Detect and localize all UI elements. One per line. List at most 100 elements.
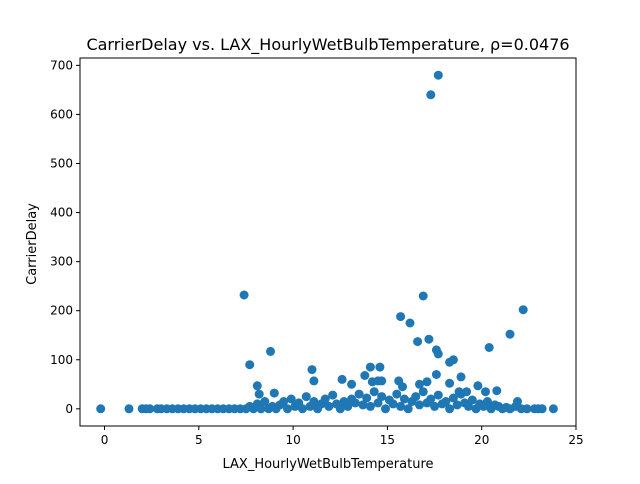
data-point [433, 349, 443, 359]
data-point [454, 387, 464, 397]
data-point [522, 404, 532, 414]
data-point [413, 337, 423, 347]
data-point [518, 305, 528, 315]
data-point [309, 397, 319, 406]
data-point [254, 389, 264, 399]
data-point [335, 404, 345, 414]
data-point [245, 360, 255, 370]
data-point [256, 404, 266, 414]
data-point [433, 70, 443, 80]
y-axis-ticks: 0 100 200 300 400 500 600 700 [50, 58, 80, 416]
data-point [362, 393, 372, 403]
data-point [392, 389, 402, 399]
data-point [424, 334, 434, 344]
y-tick-label: 100 [50, 353, 73, 367]
chart-title: CarrierDelay vs. LAX_HourlyWetBulbTemper… [86, 35, 569, 55]
data-point [473, 381, 483, 391]
data-point [347, 379, 357, 389]
data-point [286, 394, 296, 404]
data-point [309, 376, 319, 386]
data-point [505, 329, 515, 339]
data-point [484, 343, 494, 352]
y-axis-label: CarrierDelay [25, 203, 40, 285]
data-point [467, 395, 477, 405]
data-point [358, 400, 368, 410]
data-point [354, 389, 364, 399]
data-point [360, 371, 370, 380]
data-point [430, 401, 440, 411]
data-point [266, 346, 275, 356]
y-tick-label: 400 [50, 206, 73, 220]
data-point [381, 404, 390, 414]
data-point [418, 291, 428, 301]
x-tick-label: 10 [285, 433, 300, 447]
x-tick-label: 5 [195, 433, 203, 447]
data-point [426, 90, 436, 100]
data-point [445, 378, 455, 388]
x-tick-label: 25 [568, 433, 583, 447]
x-tick-label: 20 [474, 433, 489, 447]
y-tick-label: 200 [50, 304, 73, 318]
plot-frame [79, 57, 577, 427]
data-point [448, 355, 458, 365]
x-tick-label: 0 [101, 433, 109, 447]
data-point [426, 394, 436, 404]
data-point [398, 382, 407, 392]
data-point [431, 370, 441, 379]
y-tick-label: 300 [50, 255, 73, 269]
data-point [403, 404, 413, 414]
data-point [377, 376, 387, 386]
data-point [433, 390, 443, 400]
data-point [456, 372, 466, 382]
data-point [548, 404, 558, 414]
data-point [337, 374, 347, 384]
x-axis-ticks: 0 5 10 15 20 25 [101, 426, 584, 447]
data-point [481, 387, 490, 397]
data-point [239, 290, 249, 300]
data-point [513, 397, 522, 406]
data-point [388, 399, 398, 409]
data-point [343, 401, 353, 411]
data-point [124, 404, 134, 414]
data-point [405, 318, 415, 328]
data-point [283, 404, 292, 414]
data-point [252, 381, 262, 391]
data-point [482, 397, 492, 406]
y-tick-label: 600 [50, 107, 73, 121]
data-point [324, 401, 334, 411]
data-point [396, 401, 406, 411]
x-tick-label: 15 [380, 433, 395, 447]
y-tick-label: 700 [50, 58, 73, 72]
data-point [441, 397, 451, 406]
data-point [279, 397, 289, 406]
data-point [377, 392, 387, 402]
data-point [301, 392, 311, 402]
data-point [462, 387, 472, 397]
data-point [415, 379, 424, 389]
x-axis-label: LAX_HourlyWetBulbTemperature [222, 457, 433, 472]
data-point [422, 377, 432, 387]
data-point [269, 388, 279, 398]
data-point [396, 312, 406, 322]
data-point [328, 390, 338, 400]
data-point [399, 394, 409, 404]
data-point [375, 362, 385, 372]
data-point [96, 404, 106, 414]
data-point [445, 404, 455, 414]
data-point [365, 362, 375, 372]
data-point [369, 387, 379, 397]
data-point [411, 392, 421, 402]
data-point [492, 386, 502, 396]
data-point [145, 404, 155, 414]
data-point [452, 400, 462, 410]
y-tick-label: 500 [50, 156, 73, 170]
data-point [320, 394, 330, 404]
data-point [307, 365, 317, 375]
data-point [298, 404, 307, 414]
data-point [365, 401, 375, 411]
data-point [350, 398, 360, 408]
points-layer [96, 70, 558, 414]
data-point [418, 387, 428, 397]
